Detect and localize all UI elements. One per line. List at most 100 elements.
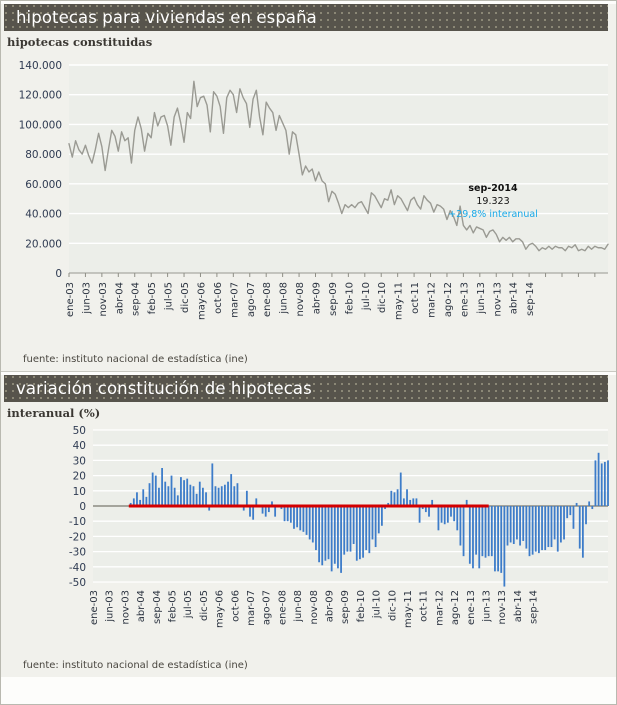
x-tick-label: feb-05 <box>147 282 158 314</box>
x-tick-label: dic-05 <box>180 282 191 313</box>
bar <box>192 486 195 506</box>
bar <box>475 506 478 555</box>
bar <box>578 506 581 549</box>
x-tick-label: abr-04 <box>114 282 125 314</box>
y-tick-label: 80.000 <box>25 149 62 161</box>
bar <box>195 493 198 506</box>
bar <box>428 506 430 517</box>
bar <box>198 481 201 506</box>
bar <box>588 501 591 506</box>
x-tick-label: nov-13 <box>492 282 503 316</box>
bar <box>472 506 474 569</box>
panel2-title: variación constitución de hipotecas <box>16 379 312 398</box>
bar <box>368 506 371 554</box>
panel1-plot-area: 0 20.000 40.000 60.000 80.000 100.000 120.000 1… <box>1 51 616 351</box>
y-tick-label: 50 <box>73 425 86 437</box>
bar <box>324 506 327 561</box>
y-tick-label: 40 <box>73 440 86 452</box>
bar <box>296 506 299 528</box>
x-tick-label: jul-05 <box>164 282 175 311</box>
bar <box>497 506 499 572</box>
bar <box>136 492 138 506</box>
bar <box>264 506 267 517</box>
bar <box>340 506 342 573</box>
panel2-source: fuente: instituto nacional de estadístic… <box>23 660 248 671</box>
y-tick-label: 100.000 <box>19 119 62 131</box>
x-tick-label: ene-13 <box>459 282 470 317</box>
bar <box>443 506 446 525</box>
bar <box>183 480 185 506</box>
bar <box>161 468 163 506</box>
x-tick-label: nov-08 <box>309 590 320 624</box>
bar <box>315 506 317 551</box>
bar <box>415 498 418 506</box>
bar <box>289 506 292 523</box>
bar <box>173 487 176 506</box>
bar <box>431 499 434 506</box>
panel1-titlebar: hipotecas para viviendas en españa <box>4 4 608 31</box>
bar <box>522 506 525 541</box>
bar <box>437 506 440 531</box>
x-tick-label: ago-07 <box>262 590 273 625</box>
bar <box>293 506 295 529</box>
bar <box>409 499 412 506</box>
bar <box>594 460 597 506</box>
x-tick-label: ene-03 <box>65 282 76 317</box>
x-tick-label: mar-07 <box>229 282 240 318</box>
bar <box>531 506 534 555</box>
bar <box>280 506 283 510</box>
bar <box>399 472 402 506</box>
x-tick-label: oct-11 <box>410 282 421 314</box>
x-tick-label: ago-07 <box>246 282 257 317</box>
bar <box>528 506 531 557</box>
bar <box>462 506 465 557</box>
bar <box>556 506 559 552</box>
bar <box>509 506 512 543</box>
bar <box>308 506 311 540</box>
bar <box>223 484 226 506</box>
x-tick-label: may-11 <box>403 590 414 628</box>
x-tick-label: nov-13 <box>497 590 508 624</box>
bar <box>516 506 518 540</box>
y-tick-label: 120.000 <box>19 90 62 102</box>
bar <box>553 506 556 540</box>
bar <box>227 481 229 506</box>
bar <box>208 506 211 511</box>
x-tick-label: jun-03 <box>105 590 116 623</box>
bar <box>465 499 468 506</box>
bar <box>139 499 141 506</box>
x-tick-label: sep-14 <box>525 282 536 316</box>
bar <box>318 506 320 563</box>
bar <box>572 506 575 529</box>
x-tick-label: mar-12 <box>434 590 445 626</box>
x-tick-label: sep-09 <box>340 590 351 624</box>
x-tick-label: nov-08 <box>295 282 306 316</box>
bar <box>142 489 145 506</box>
bar <box>550 506 553 548</box>
panel-variacion-hipotecas: variación constitución de hipotecas inte… <box>1 375 616 677</box>
bar <box>202 487 204 506</box>
x-tick-label: jun-08 <box>279 282 290 315</box>
x-tick-label: nov-03 <box>98 282 109 316</box>
y-tick-label: -40 <box>69 562 86 574</box>
panel2-subtitle: interanual (%) <box>7 406 101 420</box>
x-tick-label: abr-09 <box>325 590 336 622</box>
bar <box>186 478 189 506</box>
bar <box>164 481 167 506</box>
x-tick-label: ene-08 <box>277 590 288 625</box>
x-tick-label: jul-10 <box>372 590 383 619</box>
bar <box>390 490 393 506</box>
x-tick-label: jun-08 <box>293 590 304 623</box>
annotation-date: sep-2014 <box>468 183 518 194</box>
bar <box>402 498 405 506</box>
y-tick-label: -50 <box>69 577 86 589</box>
y-tick-label: 0 <box>55 268 62 280</box>
x-tick-label: oct-06 <box>230 590 241 622</box>
bar <box>603 461 606 506</box>
bar <box>286 506 289 522</box>
bar <box>424 506 427 513</box>
x-tick-label: abr-09 <box>312 282 323 314</box>
bar <box>377 506 380 534</box>
x-tick-label: sep-09 <box>328 282 339 316</box>
bar <box>365 506 368 551</box>
